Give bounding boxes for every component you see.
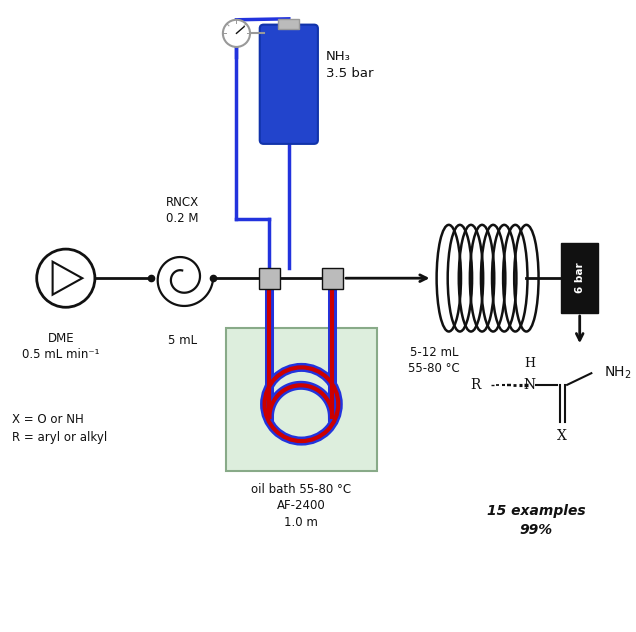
Text: NH$_2$: NH$_2$ (604, 365, 632, 381)
Text: 5-12 mL
55-80 °C: 5-12 mL 55-80 °C (408, 346, 460, 375)
Bar (444, 253, 531, 303)
Circle shape (223, 20, 250, 47)
Text: RNCX
0.2 M: RNCX 0.2 M (165, 196, 198, 225)
Text: X = O or NH
R = aryl or alkyl: X = O or NH R = aryl or alkyl (13, 413, 107, 444)
Text: H: H (524, 357, 535, 370)
FancyBboxPatch shape (259, 25, 318, 144)
Text: NH₃
3.5 bar: NH₃ 3.5 bar (326, 50, 373, 80)
Text: 5 mL: 5 mL (168, 334, 197, 348)
Bar (562, 243, 598, 313)
Text: X: X (557, 430, 567, 444)
Bar (226, 327, 377, 471)
Bar (322, 267, 343, 289)
Text: oil bath 55-80 °C
AF-2400
1.0 m: oil bath 55-80 °C AF-2400 1.0 m (251, 483, 352, 529)
Bar (278, 19, 300, 28)
Text: N: N (523, 378, 536, 392)
Bar (259, 267, 280, 289)
Text: R: R (471, 378, 481, 392)
Text: DME
0.5 mL min⁻¹: DME 0.5 mL min⁻¹ (22, 332, 100, 360)
Text: 15 examples
99%: 15 examples 99% (487, 504, 585, 537)
Text: 6 bar: 6 bar (575, 263, 584, 293)
